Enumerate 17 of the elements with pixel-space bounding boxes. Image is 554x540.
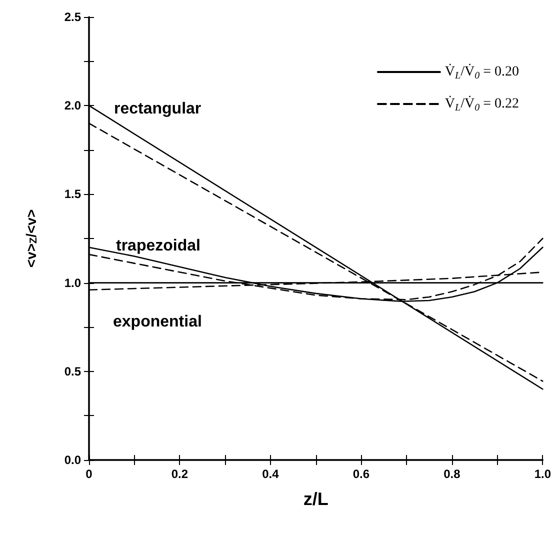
x-axis-title: z/L bbox=[303, 489, 328, 509]
x-tick-label: 0.4 bbox=[262, 467, 280, 481]
x-tick-label: 0.8 bbox=[444, 467, 461, 481]
y-tick-label: 1.0 bbox=[64, 276, 82, 290]
y-tick-label: 0.0 bbox=[64, 453, 82, 467]
x-tick-label: 0 bbox=[86, 467, 93, 481]
x-tick-label: 0.2 bbox=[171, 467, 188, 481]
y-tick-label: 0.5 bbox=[64, 364, 82, 378]
x-tick-label: 1.0 bbox=[534, 467, 552, 481]
y-tick-label: 1.5 bbox=[64, 187, 82, 202]
x-tick-label: 0.6 bbox=[352, 467, 370, 481]
y-tick-label: 2.5 bbox=[64, 10, 82, 24]
annotation: rectangular bbox=[114, 100, 202, 118]
annotation: exponential bbox=[113, 314, 202, 330]
annotation: trapezoidal bbox=[116, 238, 200, 254]
y-tick-label: 2.0 bbox=[64, 98, 82, 113]
y-axis-title: <v>Z/<v> bbox=[23, 209, 40, 268]
